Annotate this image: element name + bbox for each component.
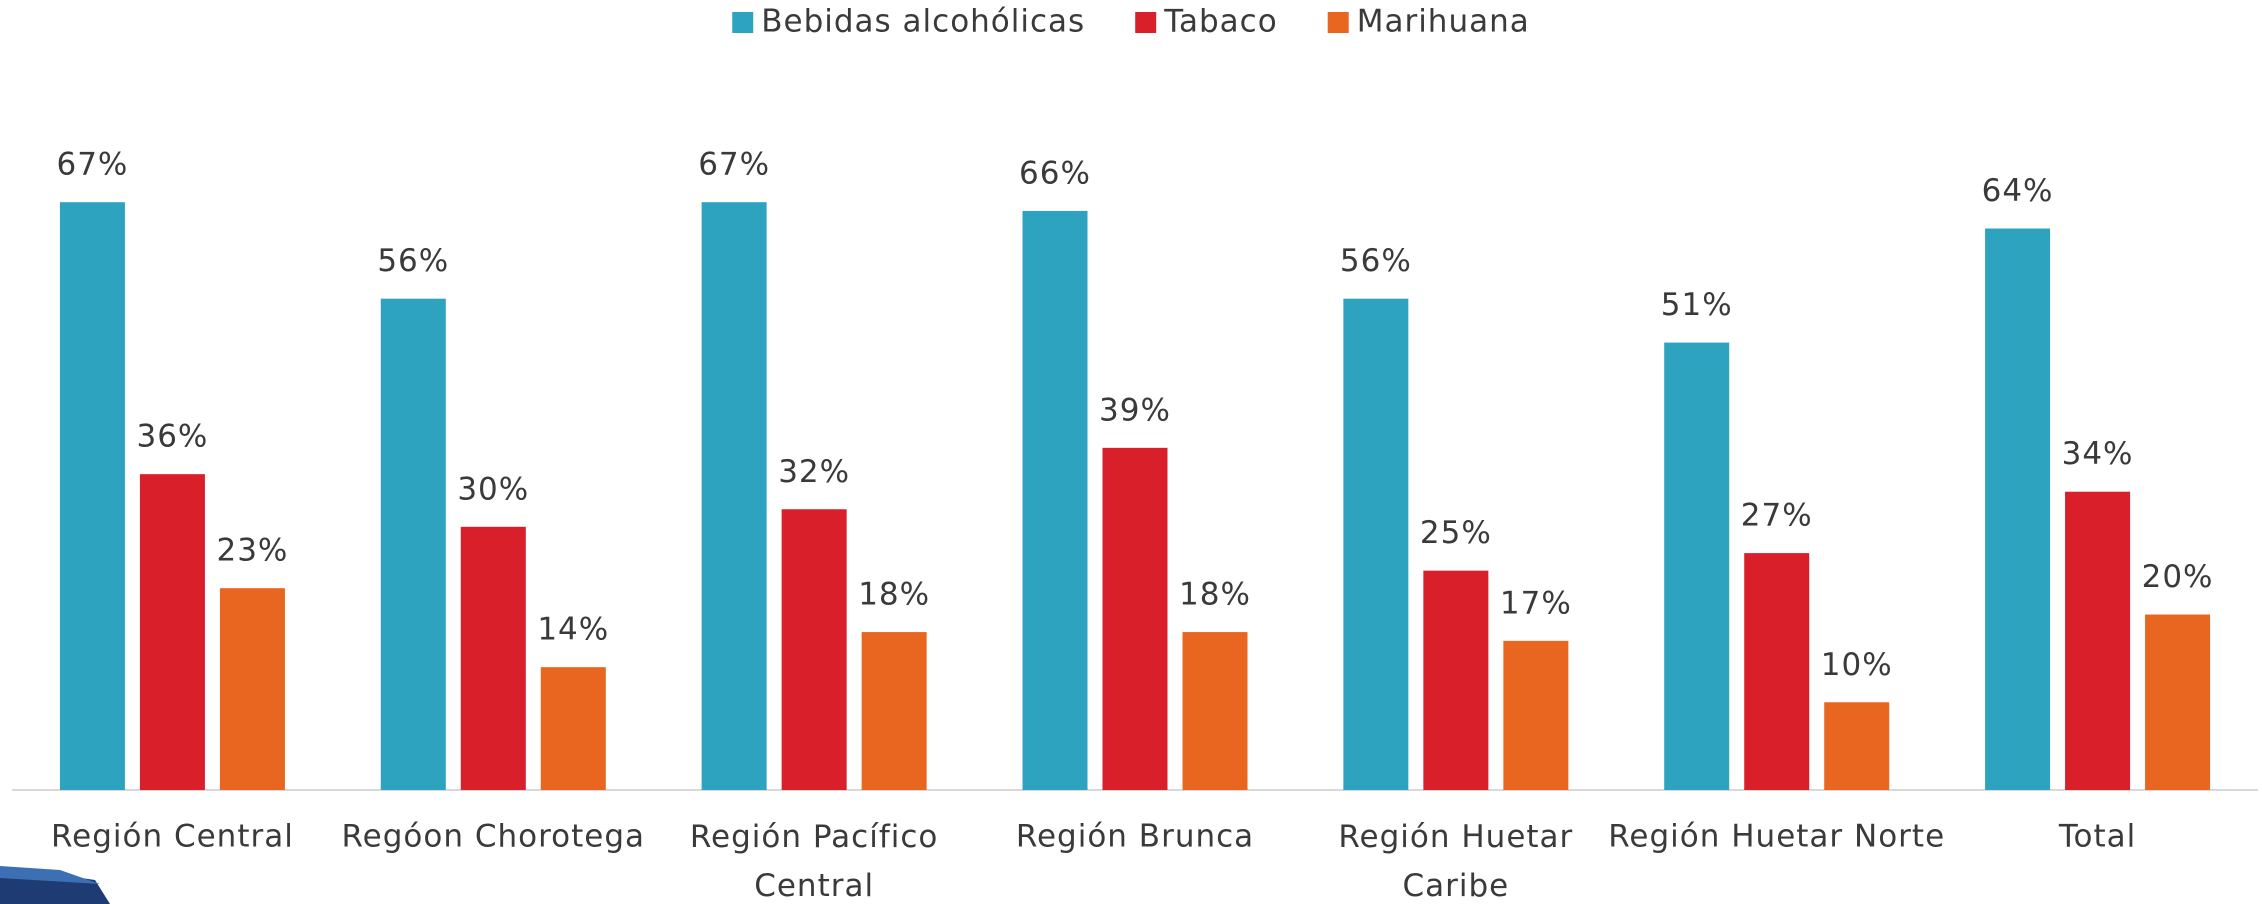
- legend-label: Bebidas alcohólicas: [761, 4, 1085, 40]
- bar: [381, 299, 446, 790]
- data-label: 66%: [1019, 155, 1091, 191]
- bar: [2065, 492, 2130, 790]
- bar: [2145, 615, 2210, 790]
- bar: [1423, 571, 1488, 790]
- data-label: 23%: [216, 533, 288, 569]
- bar: [1985, 229, 2050, 790]
- legend-label: Marihuana: [1357, 4, 1530, 40]
- legend-swatch: [732, 12, 753, 33]
- data-label: 14%: [537, 612, 609, 648]
- bar: [461, 527, 526, 790]
- bar: [782, 509, 847, 790]
- legend-swatch: [1328, 12, 1349, 33]
- data-label: 20%: [2142, 559, 2214, 595]
- data-label: 25%: [1420, 515, 1492, 551]
- bar: [1343, 299, 1408, 790]
- x-tick-label-line: Central: [754, 868, 874, 904]
- bar: [60, 202, 125, 790]
- x-tick-label-line: Caribe: [1402, 868, 1509, 904]
- bar: [1183, 632, 1248, 790]
- chart: Bebidas alcohólicas Tabaco Marihuana Región…: [0, 0, 2262, 904]
- data-label: 27%: [1741, 498, 1813, 534]
- x-tick-label: Región Huetar Norte: [1608, 819, 1945, 855]
- bar: [702, 202, 767, 790]
- data-label: 18%: [1179, 577, 1251, 613]
- legend-swatch: [1135, 12, 1156, 33]
- data-label: 32%: [778, 454, 850, 490]
- x-tick-label: Región Pacífico Central: [690, 819, 938, 904]
- data-label: 67%: [56, 147, 128, 183]
- bar: [1023, 211, 1088, 790]
- x-tick-label: Regóon Chorotega: [342, 819, 646, 855]
- data-label: 18%: [858, 577, 930, 613]
- legend-label: Tabaco: [1163, 4, 1278, 40]
- data-label: 10%: [1821, 647, 1893, 683]
- bar: [862, 632, 927, 790]
- bar: [541, 667, 606, 790]
- bar: [1824, 702, 1889, 790]
- bar: [140, 474, 205, 790]
- data-label: 34%: [2062, 436, 2134, 472]
- data-label: 56%: [377, 243, 449, 279]
- x-tick-label: Región Central: [51, 819, 294, 855]
- data-label: 30%: [457, 471, 529, 507]
- data-label: 17%: [1500, 585, 1572, 621]
- data-label: 64%: [1982, 173, 2054, 209]
- x-tick-label-line: Región Huetar: [1338, 819, 1573, 855]
- bar: [1744, 553, 1809, 790]
- bar: [1103, 448, 1168, 790]
- bar: [1664, 343, 1729, 790]
- data-label: 36%: [136, 419, 208, 455]
- x-tick-label-line: Región Pacífico: [690, 819, 938, 855]
- x-tick-label: Región Huetar Caribe: [1338, 819, 1573, 904]
- bar: [1503, 641, 1568, 790]
- data-label: 67%: [698, 147, 770, 183]
- x-tick-label: Región Brunca: [1016, 819, 1254, 855]
- bar: [220, 588, 285, 790]
- data-label: 39%: [1099, 392, 1171, 428]
- data-label: 51%: [1661, 287, 1733, 323]
- x-tick-label: Total: [2058, 819, 2136, 855]
- data-label: 56%: [1340, 243, 1412, 279]
